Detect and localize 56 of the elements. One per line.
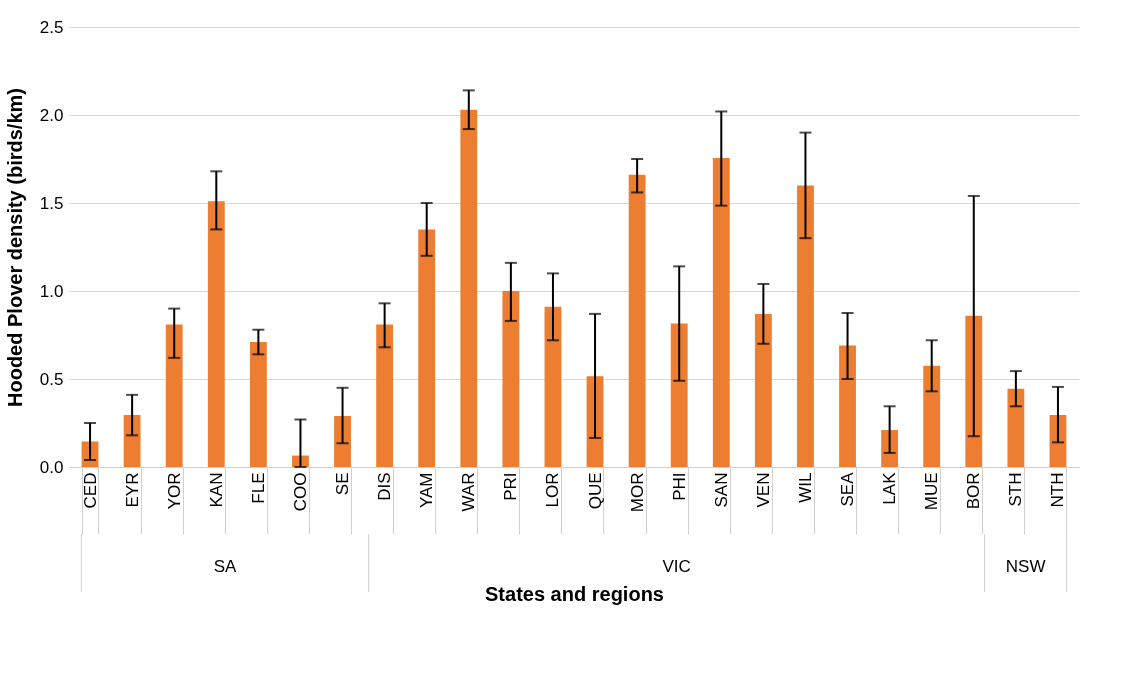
x-tick-label: WIL <box>795 472 815 503</box>
x-tick-label: COO <box>290 472 310 512</box>
bar <box>754 313 772 467</box>
x-axis-title: States and regions <box>485 583 664 605</box>
bar <box>797 185 814 467</box>
x-tick-label: PRI <box>501 472 521 501</box>
x-tick-label: SAN <box>711 472 731 508</box>
y-tick-label: 1.0 <box>39 281 64 301</box>
bar <box>839 345 856 467</box>
bar <box>376 324 394 467</box>
x-tick-label: SEA <box>838 471 858 507</box>
y-tick-label: 1.5 <box>39 193 64 213</box>
bar <box>165 324 183 467</box>
bar <box>628 174 646 467</box>
x-tick-label: MOR <box>627 472 647 513</box>
x-tick-label: LAK <box>880 471 900 505</box>
x-tick-label: STH <box>1006 472 1026 507</box>
x-tick-label: NTH <box>1048 472 1068 508</box>
x-tick-label: SE <box>333 472 353 496</box>
bar <box>586 376 604 467</box>
x-tick-label: BOR <box>964 472 984 510</box>
text: VIC <box>662 557 691 576</box>
bar <box>207 201 225 467</box>
bar <box>965 315 983 467</box>
x-tick-label: YAM <box>417 472 437 509</box>
x-tick-label: FLE <box>248 472 268 504</box>
bar <box>712 158 730 467</box>
x-tick-label: VEN <box>753 472 773 508</box>
bar <box>1049 415 1067 467</box>
bar <box>334 415 351 467</box>
bar <box>249 342 267 467</box>
x-tick-label: QUE <box>585 472 605 510</box>
x-tick-label: PHI <box>669 472 689 501</box>
bar <box>502 291 520 467</box>
bar <box>923 365 941 467</box>
x-tick-label: LOR <box>543 472 563 508</box>
x-tick-label: WAR <box>459 472 479 512</box>
bar <box>460 109 478 467</box>
x-tick-label: MUE <box>922 472 942 511</box>
bar <box>123 415 141 467</box>
y-tick-label: 0.5 <box>39 369 64 389</box>
bar <box>670 323 688 467</box>
x-tick-label: YOR <box>164 472 184 510</box>
y-tick-label: 2.5 <box>39 17 64 37</box>
x-tick-label: CED <box>80 472 100 509</box>
x-tick-label: DIS <box>375 472 395 501</box>
x-tick-label: EYR <box>122 472 142 508</box>
text: SA <box>213 557 238 576</box>
y-tick-label: 0.0 <box>39 457 64 477</box>
y-tick-label: 2.0 <box>39 105 64 125</box>
bar <box>544 306 562 467</box>
y-axis-title: Hooded Plover density (birds/km) <box>3 88 26 407</box>
bar <box>418 229 436 467</box>
x-tick-label: KAN <box>206 472 226 508</box>
text: NSW <box>1005 557 1046 576</box>
bar <box>1007 388 1025 467</box>
